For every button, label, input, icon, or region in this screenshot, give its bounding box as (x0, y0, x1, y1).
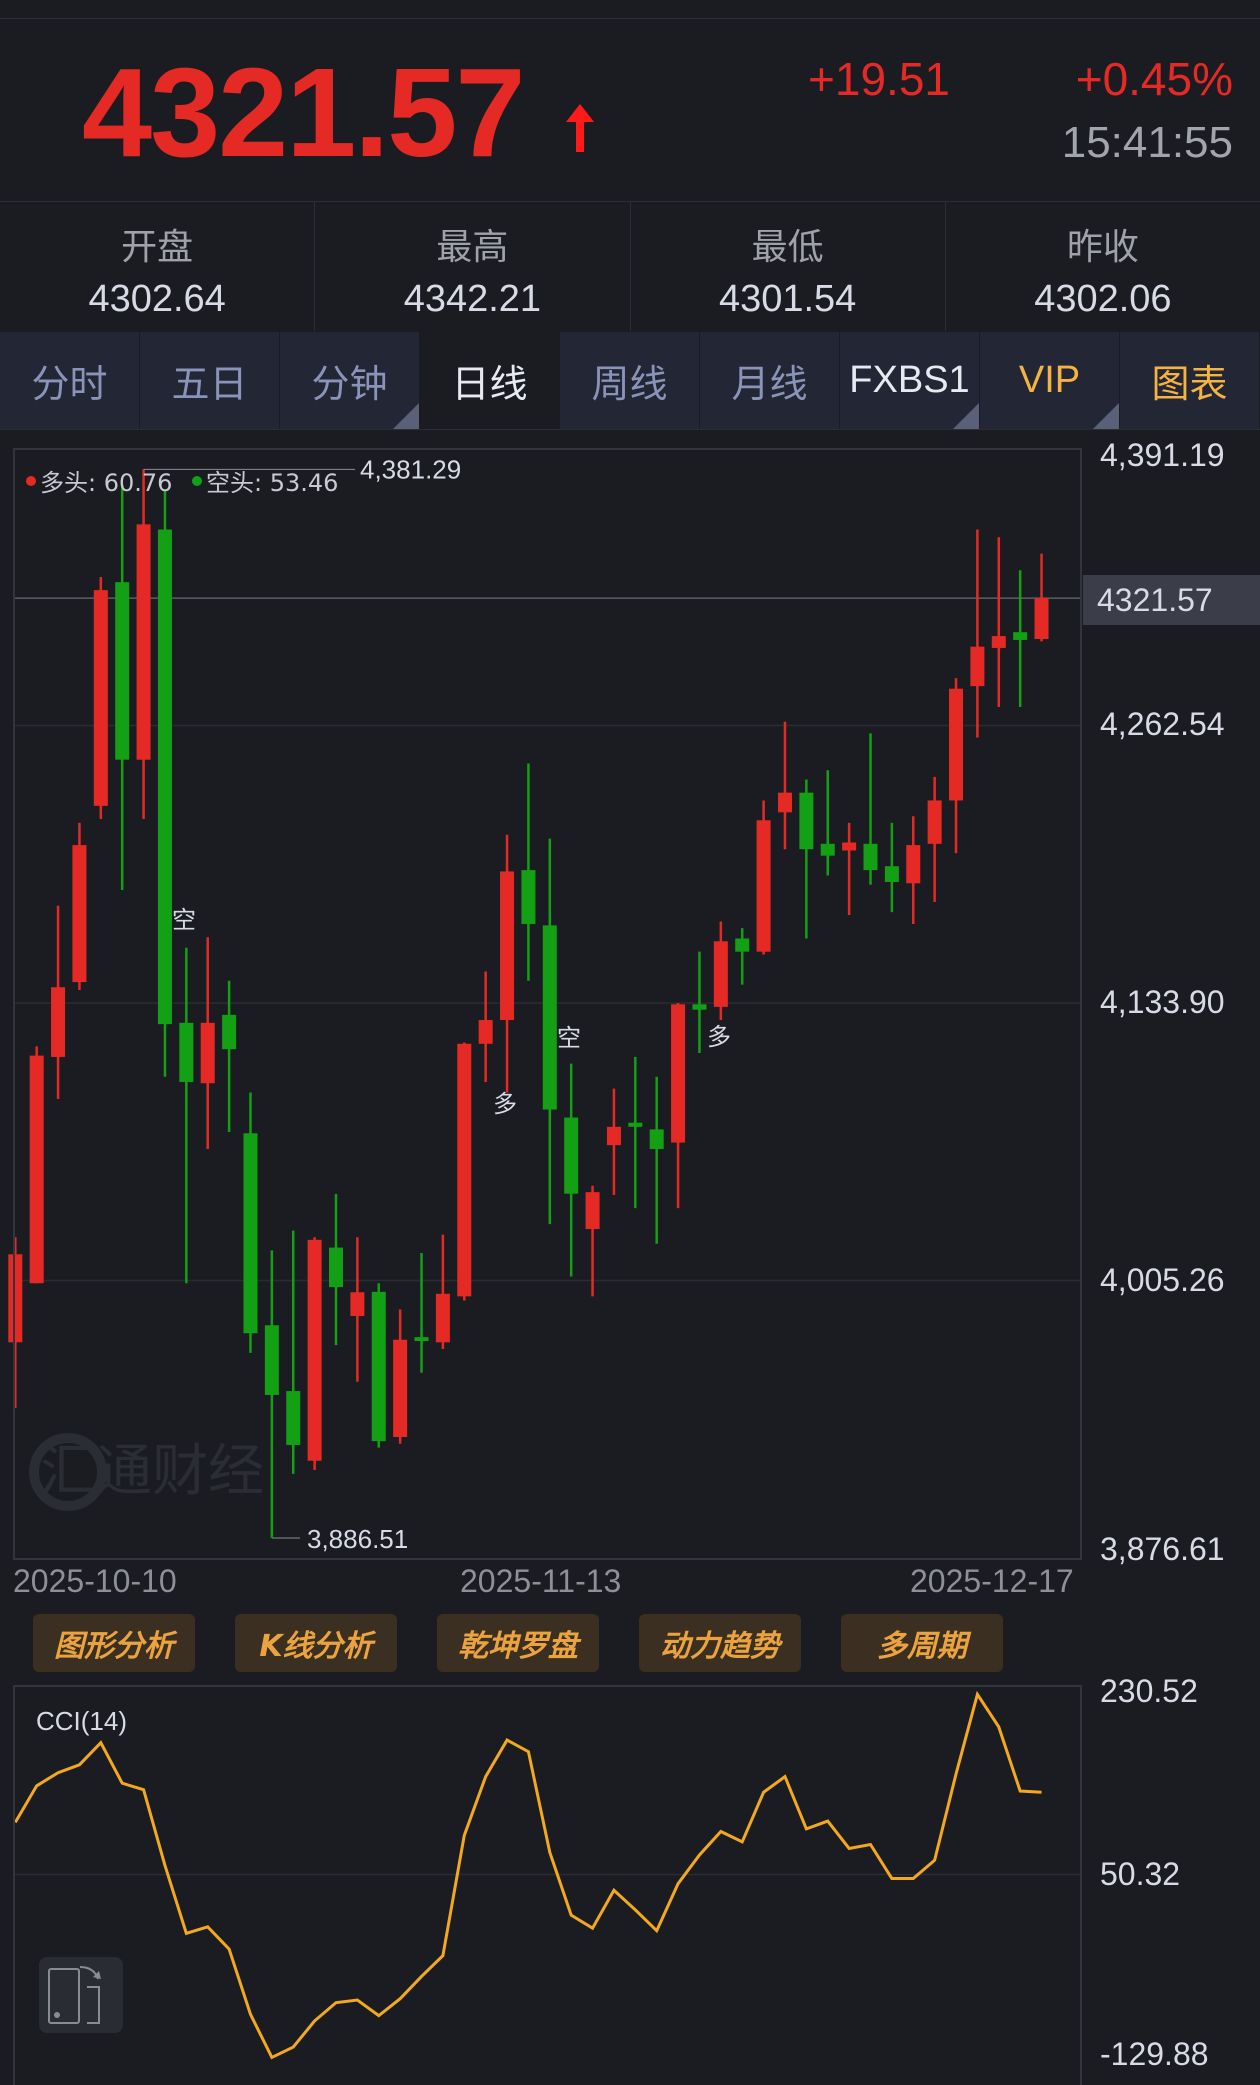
cci-panel (13, 1685, 1082, 2085)
x-tick: 2025-10-10 (13, 1563, 177, 1600)
rotate-screen-button[interactable] (39, 1957, 123, 2033)
momentum-trend-button[interactable]: 动力趋势 (639, 1614, 801, 1672)
rotate-screen-icon (39, 1957, 123, 2033)
compass-button[interactable]: 乾坤罗盘 (437, 1614, 599, 1672)
kline-analysis-button[interactable]: K线分析 (235, 1614, 397, 1672)
pattern-analysis-button[interactable]: 图形分析 (33, 1614, 195, 1672)
x-tick: 2025-12-17 (910, 1563, 1074, 1600)
cci-y-tick: -129.88 (1100, 2036, 1209, 2073)
cci-y-tick: 50.32 (1100, 1856, 1180, 1893)
y-tick: 4,262.54 (1100, 706, 1225, 743)
y-tick: 3,876.61 (1100, 1531, 1225, 1568)
cci-y-tick: 230.52 (1100, 1673, 1198, 1710)
y-tick: 4,133.90 (1100, 984, 1225, 1021)
multi-period-button[interactable]: 多周期 (841, 1614, 1003, 1672)
x-tick: 2025-11-13 (460, 1563, 621, 1600)
y-tick: 4,391.19 (1100, 437, 1225, 474)
last-price-tag: 4321.57 (1083, 575, 1260, 625)
kline-panel (13, 448, 1082, 1560)
analysis-buttons: 图形分析 K线分析 乾坤罗盘 动力趋势 多周期 (0, 1614, 1100, 1672)
y-tick: 4,005.26 (1100, 1262, 1225, 1299)
